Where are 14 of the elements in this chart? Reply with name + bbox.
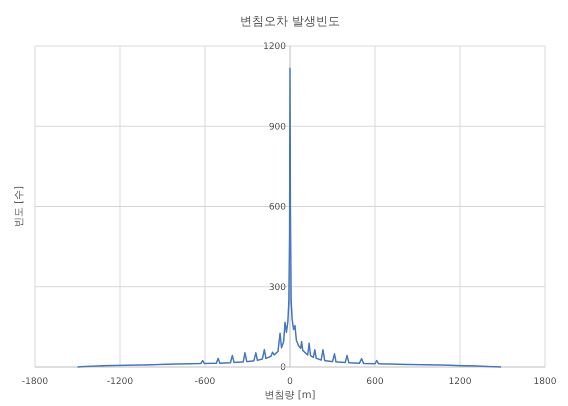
x-tick-label: -1800 [22,377,48,387]
x-tick-label: 1200 [448,377,472,387]
y-tick-label: 900 [268,122,286,132]
y-tick-label: 600 [268,202,286,212]
x-tick-label: -1200 [106,377,134,387]
x-tick-label: -600 [194,377,216,387]
y-tick-label: 300 [268,282,286,293]
y-tick-label: 1200 [263,42,286,52]
y-axis-title: 빈도 [수] [14,186,25,227]
x-tick-label: 1800 [534,377,557,387]
x-tick-label: 600 [366,377,384,387]
chart-title: 변침오차 발생빈도 [240,14,340,28]
x-tick-label: 0 [287,377,294,387]
x-axis-title: 변침량 [m] [264,390,316,401]
